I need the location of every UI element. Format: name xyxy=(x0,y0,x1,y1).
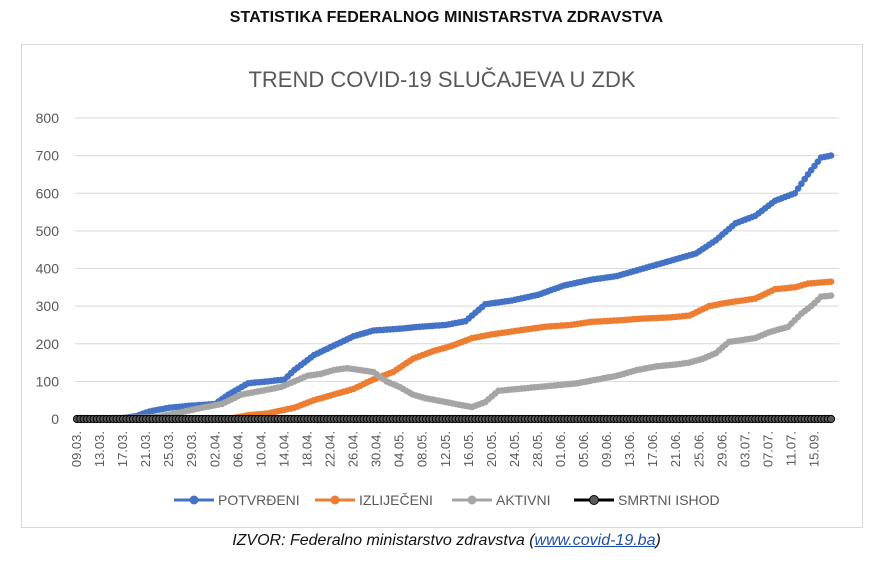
legend-item: AKTIVNI xyxy=(452,492,550,508)
legend: POTVRĐENI IZLIJEČENI AKTIVNI SMRTNI ISHOD xyxy=(174,492,720,508)
covid-trend-chart: TREND COVID-19 SLUČAJEVA U ZDK 0 100 200 30… xyxy=(36,67,839,508)
x-tick-label: 03.07. xyxy=(737,431,752,467)
data-point xyxy=(826,414,836,424)
x-tick-label: 28.05. xyxy=(530,431,545,467)
legend-swatch-marker xyxy=(189,495,199,505)
x-tick-label: 16.05. xyxy=(461,431,476,467)
x-tick-label: 08.05. xyxy=(415,431,430,467)
x-tick-label: 25.06. xyxy=(691,431,706,467)
x-tick-label: 21.03. xyxy=(138,431,153,467)
chart-title: TREND COVID-19 SLUČAJEVA U ZDK xyxy=(248,67,635,92)
legend-label: IZLIJEČENI xyxy=(359,492,433,508)
page-heading: STATISTIKA FEDERALNOG MINISTARSTVA ZDRAV… xyxy=(229,9,664,26)
legend-label: POTVRĐENI xyxy=(218,492,300,508)
x-axis-ticks: 09.03. 13.03. 17.03. 21.03. 25.03. 29.03. 02.0… xyxy=(69,431,822,467)
x-tick-label: 15.09. xyxy=(807,431,822,467)
data-point xyxy=(798,180,805,188)
legend-item: IZLIJEČENI xyxy=(315,492,433,508)
x-tick-label: 29.06. xyxy=(714,431,729,467)
legend-swatch-marker xyxy=(330,495,340,505)
x-tick-label: 12.05. xyxy=(438,431,453,467)
x-tick-label: 13.03. xyxy=(92,431,107,467)
y-tick-label: 700 xyxy=(36,148,60,164)
x-tick-label: 22.04. xyxy=(323,431,338,467)
gridlines xyxy=(75,117,839,420)
y-tick-label: 200 xyxy=(36,336,60,352)
y-tick-label: 100 xyxy=(36,373,60,389)
x-tick-label: 09.03. xyxy=(69,431,84,467)
x-tick-label: 09.06. xyxy=(599,431,614,467)
x-tick-label: 20.05. xyxy=(484,431,499,467)
x-tick-label: 29.03. xyxy=(184,431,199,467)
x-tick-label: 05.06. xyxy=(576,431,591,467)
y-axis-ticks: 0 100 200 300 400 500 600 700 800 xyxy=(36,110,60,427)
x-tick-label: 17.03. xyxy=(115,431,130,467)
x-tick-label: 25.03. xyxy=(161,431,176,467)
legend-label: AKTIVNI xyxy=(496,492,550,508)
y-tick-label: 300 xyxy=(36,298,60,314)
x-tick-label: 04.05. xyxy=(392,431,407,467)
data-point xyxy=(794,185,802,192)
data-point xyxy=(827,152,835,159)
x-tick-label: 24.05. xyxy=(507,431,522,467)
series-smrtni-ishod xyxy=(72,414,836,424)
x-tick-label: 11.07. xyxy=(783,431,798,466)
source-link[interactable]: www.covid-19.ba xyxy=(534,532,656,549)
source-prefix: IZVOR: Federalno ministarstvo zdravstva … xyxy=(232,532,535,549)
legend-item: POTVRĐENI xyxy=(174,492,300,508)
legend-item: SMRTNI ISHOD xyxy=(574,492,720,508)
x-tick-label: 02.04. xyxy=(207,431,222,467)
y-tick-label: 400 xyxy=(36,261,60,277)
y-tick-label: 600 xyxy=(36,185,60,201)
x-tick-label: 13.06. xyxy=(622,431,637,467)
x-tick-label: 10.04. xyxy=(253,431,268,467)
x-tick-label: 30.04. xyxy=(369,431,384,467)
data-point xyxy=(801,175,808,183)
x-tick-label: 01.06. xyxy=(553,431,568,467)
x-tick-label: 14.04. xyxy=(276,431,291,467)
series-aktivni xyxy=(73,292,835,423)
y-tick-label: 500 xyxy=(36,223,60,239)
source-suffix: ) xyxy=(655,532,661,549)
y-tick-label: 800 xyxy=(36,110,60,126)
x-tick-label: 06.04. xyxy=(230,431,245,467)
x-tick-label: 17.06. xyxy=(645,431,660,467)
legend-label: SMRTNI ISHOD xyxy=(618,492,720,508)
x-tick-label: 21.06. xyxy=(668,431,683,467)
series-line xyxy=(77,154,832,421)
data-point xyxy=(827,278,835,285)
data-point xyxy=(791,190,799,197)
series-layer xyxy=(72,152,836,424)
data-point xyxy=(827,292,835,299)
series-line xyxy=(76,294,832,421)
source-credit: IZVOR: Federalno ministarstvo zdravstva … xyxy=(0,532,893,550)
legend-swatch-marker xyxy=(467,495,477,505)
x-tick-label: 07.07. xyxy=(760,431,775,467)
y-tick-label: 0 xyxy=(51,411,59,427)
x-tick-label: 18.04. xyxy=(299,431,314,467)
chart-frame: TREND COVID-19 SLUČAJEVA U ZDK 0 100 200 30… xyxy=(21,44,863,528)
legend-swatch-marker xyxy=(589,495,599,505)
x-tick-label: 26.04. xyxy=(346,431,361,467)
